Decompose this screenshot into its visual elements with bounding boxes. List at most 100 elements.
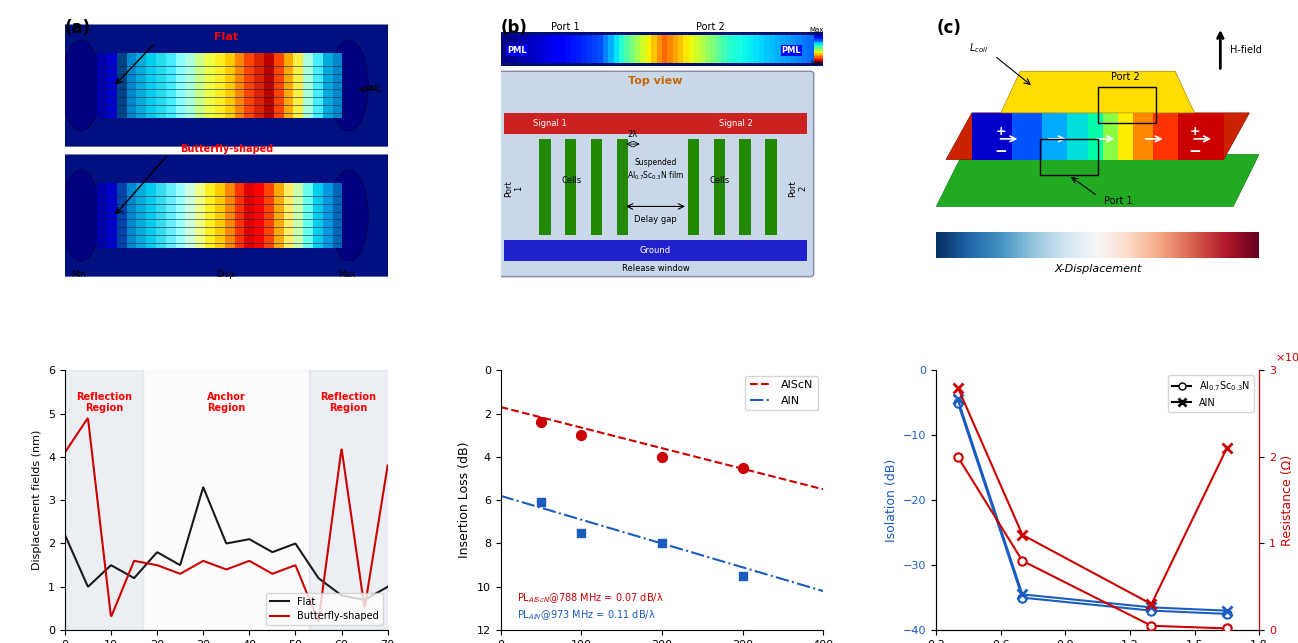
Bar: [582, 35, 587, 64]
Text: Anchor
Region: Anchor Region: [206, 392, 245, 413]
Bar: [186, 53, 195, 118]
Bar: [244, 183, 254, 248]
Bar: [559, 35, 565, 64]
Text: Reflection
Region: Reflection Region: [77, 392, 132, 413]
Polygon shape: [1193, 113, 1199, 159]
Text: Signal 2: Signal 2: [719, 119, 753, 128]
Bar: [662, 35, 667, 64]
Polygon shape: [1012, 113, 1018, 159]
Bar: [609, 35, 614, 64]
Text: Flat: Flat: [214, 33, 239, 42]
Flat: [380, 583, 396, 591]
Text: Delay gap: Delay gap: [635, 215, 676, 224]
FancyBboxPatch shape: [497, 71, 814, 276]
Butterfly-shaped: [212, 563, 227, 570]
Polygon shape: [1163, 113, 1168, 159]
Text: Port 2: Port 2: [696, 22, 724, 32]
Bar: [274, 53, 283, 118]
Flat: [196, 484, 212, 491]
Bar: [533, 35, 539, 64]
Text: Min: Min: [71, 270, 87, 279]
Bar: [539, 35, 544, 64]
Polygon shape: [1063, 113, 1068, 159]
Bar: [814, 48, 823, 49]
Bar: [732, 35, 737, 64]
Text: Disp.: Disp.: [215, 270, 238, 279]
Bar: [313, 53, 323, 118]
Polygon shape: [1173, 113, 1179, 159]
Line: Flat: Flat: [65, 487, 388, 600]
Text: Port
2: Port 2: [788, 180, 807, 197]
Bar: [283, 183, 293, 248]
Text: Ground: Ground: [640, 246, 671, 255]
FancyBboxPatch shape: [62, 24, 391, 147]
Bar: [304, 183, 313, 248]
Bar: [785, 35, 790, 64]
Bar: [65, 370, 143, 630]
Butterfly-shaped: [380, 462, 396, 469]
Bar: [814, 57, 823, 58]
Text: PML: PML: [508, 46, 527, 55]
Text: H-field: H-field: [1231, 46, 1262, 55]
Polygon shape: [1158, 113, 1164, 159]
Flat: [374, 586, 389, 594]
Y-axis label: Displacement fields (nm): Displacement fields (nm): [32, 430, 43, 570]
Bar: [592, 35, 597, 64]
Bar: [617, 139, 628, 235]
Bar: [814, 36, 823, 38]
Bar: [587, 35, 592, 64]
Polygon shape: [1198, 113, 1205, 159]
Bar: [814, 58, 823, 59]
Text: 0: 0: [1094, 240, 1101, 250]
Polygon shape: [1077, 113, 1084, 159]
Polygon shape: [1168, 113, 1173, 159]
Bar: [790, 35, 797, 64]
Bar: [640, 35, 646, 64]
Bar: [97, 183, 106, 248]
Bar: [624, 35, 630, 64]
Bar: [672, 35, 678, 64]
Bar: [652, 35, 657, 64]
Bar: [802, 35, 807, 64]
Bar: [705, 35, 710, 64]
Text: Cells: Cells: [710, 176, 731, 185]
Bar: [814, 42, 823, 44]
Text: Release window: Release window: [622, 264, 689, 273]
Polygon shape: [986, 113, 993, 159]
Bar: [714, 139, 724, 235]
Bar: [106, 183, 117, 248]
Bar: [309, 370, 388, 630]
Polygon shape: [997, 113, 1002, 159]
Polygon shape: [1107, 113, 1114, 159]
Bar: [205, 53, 215, 118]
Bar: [614, 35, 619, 64]
Bar: [117, 53, 127, 118]
Polygon shape: [1128, 113, 1133, 159]
Bar: [293, 183, 304, 248]
Bar: [619, 35, 624, 64]
Point: [531, 417, 552, 428]
Legend: Flat, Butterfly-shaped: Flat, Butterfly-shaped: [266, 593, 383, 625]
Bar: [571, 35, 576, 64]
Polygon shape: [981, 113, 988, 159]
Polygon shape: [1002, 113, 1007, 159]
Bar: [215, 53, 225, 118]
Bar: [689, 35, 694, 64]
Polygon shape: [977, 113, 983, 159]
Flat: [212, 521, 227, 529]
Text: +: +: [996, 125, 1006, 138]
Bar: [549, 35, 554, 64]
Flat: [357, 596, 373, 604]
Ellipse shape: [330, 40, 369, 131]
Polygon shape: [936, 154, 1259, 206]
Bar: [293, 53, 304, 118]
Point: [571, 430, 592, 440]
Bar: [136, 183, 147, 248]
Polygon shape: [1037, 113, 1044, 159]
Polygon shape: [1001, 71, 1194, 113]
Bar: [517, 35, 522, 64]
Bar: [814, 44, 823, 45]
Bar: [1040, 139, 1098, 176]
Polygon shape: [992, 113, 998, 159]
Bar: [127, 53, 136, 118]
